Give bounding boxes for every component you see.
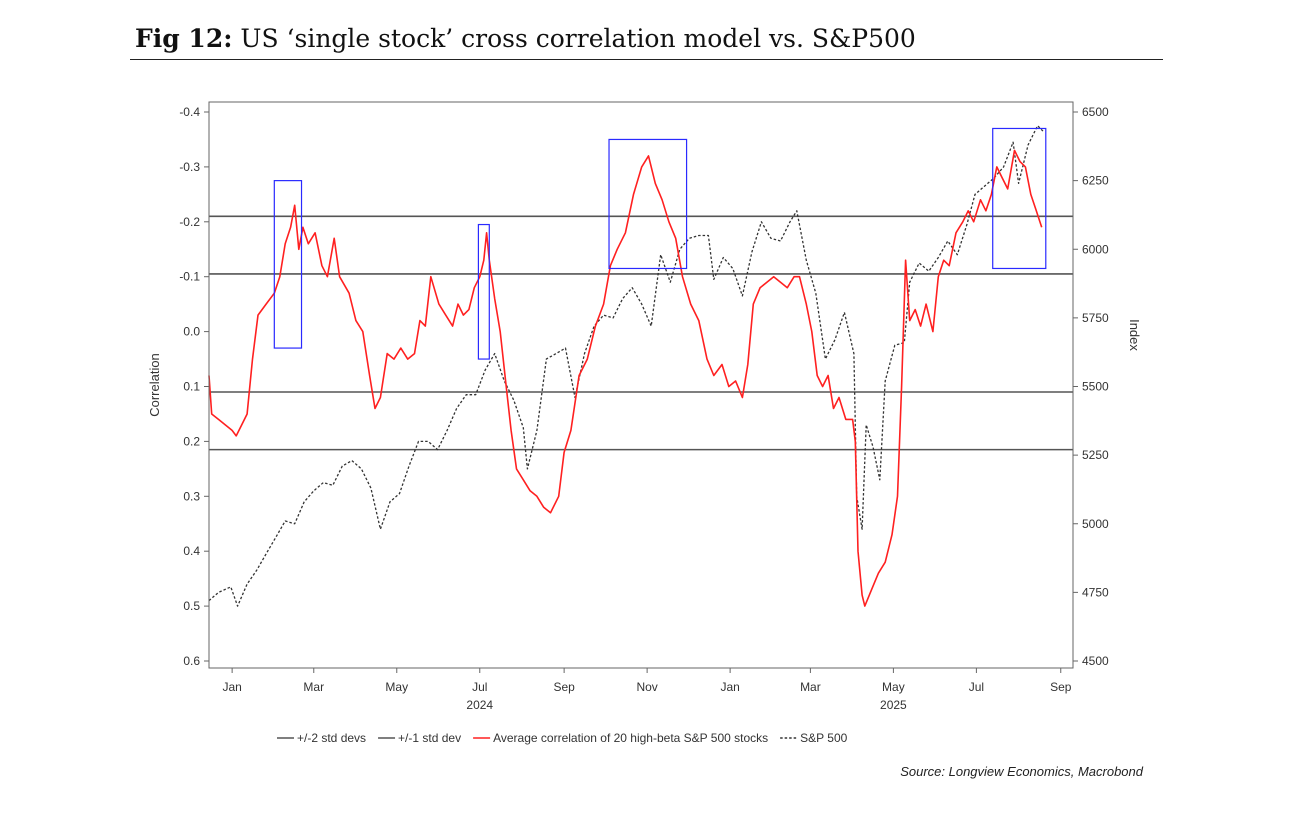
year-label: 2025 [880,698,907,712]
right-tick-label: 6000 [1082,242,1109,256]
left-tick-label: 0.3 [183,489,200,503]
legend: +/-2 std devs +/-1 std dev Average correla… [277,731,848,745]
left-tick-label: -0.1 [179,270,200,284]
x-tick-label: Sep [553,680,575,694]
left-tick-label: 0.0 [183,325,200,339]
x-tick-label: Nov [636,680,657,694]
left-tick-label: 0.2 [183,434,200,448]
left-axis-label: Correlation [147,353,162,417]
plot-frame [208,101,1074,669]
x-tick-label: Jan [720,680,739,694]
left-tick-label: -0.2 [179,215,200,229]
right-axis-label: Index [1127,319,1142,351]
right-tick-label: 4500 [1082,654,1109,668]
figure-number: Fig 12: [135,24,233,53]
source-note: Source: Longview Economics, Macrobond [900,764,1143,779]
highlight-boxes [273,127,1047,360]
left-tick-label: 0.6 [183,654,200,668]
x-tick-label: Mar [800,680,821,694]
right-tick-label: 6250 [1082,174,1109,188]
correlation-line [208,149,1043,607]
highlight-box [273,180,303,349]
x-tick-label: May [385,680,408,694]
left-tick-label: -0.4 [179,105,200,119]
correlation-series-layer [208,149,1043,607]
highlight-box [608,138,688,270]
highlight-box [992,127,1047,270]
left-tick-label: 0.5 [183,599,200,613]
right-tick-label: 5750 [1082,311,1109,325]
right-tick-label: 5000 [1082,517,1109,531]
reference-lines [209,215,1073,451]
left-tick-label: 0.4 [183,544,200,558]
left-tick-label: -0.3 [179,160,200,174]
right-tick-label: 5500 [1082,380,1109,394]
x-tick-label: May [882,680,905,694]
highlight-box [477,223,490,360]
x-tick-label: Sep [1050,680,1072,694]
right-tick-label: 6500 [1082,105,1109,119]
right-tick-label: 4750 [1082,585,1109,599]
legend-label: +/-1 std dev [398,731,461,745]
sp500-series-layer [208,125,1044,607]
x-tick-label: Jan [222,680,241,694]
figure-title-text: US ‘single stock’ cross correlation mode… [240,24,916,53]
x-tick-label: Mar [303,680,324,694]
year-label: 2024 [466,698,493,712]
left-tick-label: 0.1 [183,380,200,394]
sp500-line [208,125,1044,607]
title-rule [130,59,1163,60]
x-tick-label: Jul [472,680,487,694]
axes: -0.4 -0.3 -0.2 -0.1 0.0 0.1 0.2 0.3 0.4 0.5 0.6 450… [147,101,1142,712]
right-tick-label: 5250 [1082,448,1109,462]
legend-label: +/-2 std devs [297,731,366,745]
x-tick-label: Jul [969,680,984,694]
legend-label: S&P 500 [800,731,847,745]
legend-label: Average correlation of 20 high-beta S&P … [493,731,768,745]
figure-title: Fig 12: US ‘single stock’ cross correlat… [135,24,916,53]
